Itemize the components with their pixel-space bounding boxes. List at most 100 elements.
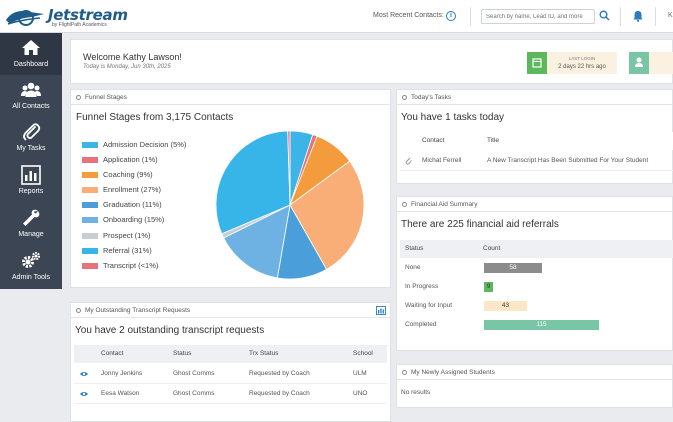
app-tagline: by FlightPath Academics: [52, 22, 107, 28]
legend-swatch: [82, 232, 98, 239]
eye-icon[interactable]: [80, 391, 88, 397]
legend-swatch: [82, 142, 98, 148]
trx-status-cell: Requested by Coach: [249, 370, 310, 377]
sidebar-item-manage[interactable]: Manage: [0, 203, 62, 245]
school-cell: ULM: [353, 370, 367, 377]
legend-label: Onboarding (15%): [103, 215, 165, 225]
assigned-students-panel: My Newly Assigned Students No results: [396, 364, 673, 408]
column-header: Contact: [422, 137, 445, 144]
count-value: 43: [501, 302, 510, 309]
table-row[interactable]: Eesa Watson Ghost Comms Requested by Coa…: [74, 384, 387, 404]
panel-dot-icon: [402, 370, 407, 375]
sidebar-item-label: My Tasks: [16, 145, 46, 152]
status-cell: Ghost Comms: [173, 370, 215, 377]
sidebar-item-label: Dashboard: [13, 61, 49, 68]
panel-title: Financial Aid Summary: [411, 201, 478, 208]
panel-header: Financial Aid Summary: [397, 197, 672, 212]
last-login-box: LAST LOGIN 2 days 22 hrs ago: [547, 52, 617, 74]
eye-icon[interactable]: [80, 371, 88, 377]
pie-slice-transcript[interactable]: [287, 130, 291, 206]
task-title-cell[interactable]: A New Transcript Has Been Submitted For …: [487, 157, 649, 164]
transcripts-heading: You have 2 outstanding transcript reques…: [75, 325, 265, 336]
legend-swatch: [82, 172, 98, 179]
column-header: Status: [173, 350, 192, 357]
tasks-heading: You have 1 tasks today: [401, 112, 505, 123]
panel-header: My Newly Assigned Students: [397, 365, 672, 380]
user-menu[interactable]: K: [668, 12, 673, 19]
search-icon[interactable]: [599, 10, 610, 21]
home-icon: [22, 40, 40, 55]
legend-label: Transcript (<1%): [103, 260, 159, 270]
column-header: Title: [487, 137, 500, 144]
school-cell: UNO: [353, 390, 368, 397]
tasks-panel: Today's Tasks You have 1 tasks today Con…: [396, 89, 673, 184]
legend-swatch: [82, 187, 98, 194]
welcome-banner: Welcome Kathy Lawson! Today is Monday, J…: [70, 39, 673, 84]
sidebar-item-label: All Contacts: [12, 103, 50, 110]
user-icon: [635, 57, 643, 67]
pie-slice-referral[interactable]: [215, 130, 291, 235]
table-row[interactable]: None 58: [400, 259, 673, 279]
welcome-title: Welcome Kathy Lawson!: [83, 52, 182, 62]
legend-swatch: [82, 262, 98, 269]
sidebar-background: [0, 289, 62, 422]
divider: [470, 7, 471, 26]
sidebar-item-dashboard[interactable]: Dashboard: [0, 33, 62, 75]
contact-cell[interactable]: Jonny Jenkins: [101, 370, 143, 377]
user-info-box: [649, 52, 673, 74]
table-header: Contact Title: [400, 132, 673, 150]
panel-title: My Newly Assigned Students: [411, 369, 495, 376]
table-row[interactable]: Completed 115: [400, 316, 673, 336]
financial-aid-panel: Financial Aid Summary There are 225 fina…: [396, 196, 673, 351]
table-row[interactable]: Jonny Jenkins Ghost Comms Requested by C…: [74, 364, 387, 384]
gears-icon: [22, 251, 41, 268]
count-bar: 115: [484, 320, 599, 330]
pie-slice-onboarding[interactable]: [223, 204, 291, 279]
calendar-icon: [532, 58, 542, 68]
contact-cell[interactable]: Michat Ferrell: [422, 157, 462, 164]
chart-view-icon[interactable]: [376, 306, 386, 315]
column-header: Count: [483, 245, 501, 252]
panel-dot-icon: [76, 95, 81, 100]
funnel-pie-chart[interactable]: [215, 130, 365, 280]
table-row[interactable]: Michat Ferrell A New Transcript Has Been…: [400, 151, 673, 171]
sidebar-item-label: Manage: [18, 231, 44, 238]
column-header: Contact: [101, 350, 124, 357]
funnel-heading: Funnel Stages from 3,175 Contacts: [76, 112, 234, 123]
legend-label: Prospect (1%): [103, 230, 151, 240]
jet-logo-icon: [6, 10, 44, 26]
last-login-value: 2 days 22 hrs ago: [558, 64, 606, 70]
search-input[interactable]: [481, 9, 595, 24]
paperclip-icon: [405, 157, 412, 165]
sidebar-item-all-contacts[interactable]: All Contacts: [0, 75, 62, 117]
legend-label: Graduation (11%): [103, 200, 162, 210]
legend-label: Referral (31%): [103, 245, 152, 255]
count-value: 58: [509, 264, 517, 271]
count-bar: 58: [484, 263, 542, 273]
table-row[interactable]: Waiting for Input 43: [400, 297, 673, 317]
paperclip-icon: [23, 123, 41, 141]
top-bar: Jetstream by FlightPath Academics Most R…: [0, 0, 673, 33]
panel-title: Today's Tasks: [411, 94, 452, 101]
panel-header: My Outstanding Transcript Requests: [71, 303, 390, 318]
contact-cell[interactable]: Eesa Watson: [101, 390, 140, 397]
status-cell: Waiting for Input: [405, 302, 453, 309]
status-cell: Ghost Comms: [173, 390, 215, 397]
legend-swatch: [82, 157, 98, 164]
bell-icon[interactable]: [633, 10, 643, 22]
sidebar-item-admin-tools[interactable]: Admin Tools: [0, 246, 62, 288]
status-cell: None: [405, 264, 421, 271]
pie-slice-enrollment[interactable]: [289, 160, 365, 270]
sidebar-item-my-tasks[interactable]: My Tasks: [0, 117, 62, 159]
panel-header: Funnel Stages: [71, 90, 390, 105]
panel-header: Today's Tasks: [397, 90, 672, 105]
count-value: 115: [536, 321, 547, 328]
info-icon[interactable]: i: [446, 11, 456, 21]
legend-swatch: [82, 202, 98, 209]
table-row[interactable]: In Progress 9: [400, 278, 673, 298]
app-logo[interactable]: Jetstream by FlightPath Academics: [4, 4, 128, 30]
panel-dot-icon: [76, 308, 81, 313]
wrench-icon: [23, 209, 40, 226]
empty-results: No results: [401, 389, 431, 396]
sidebar-item-reports[interactable]: Reports: [0, 160, 62, 202]
